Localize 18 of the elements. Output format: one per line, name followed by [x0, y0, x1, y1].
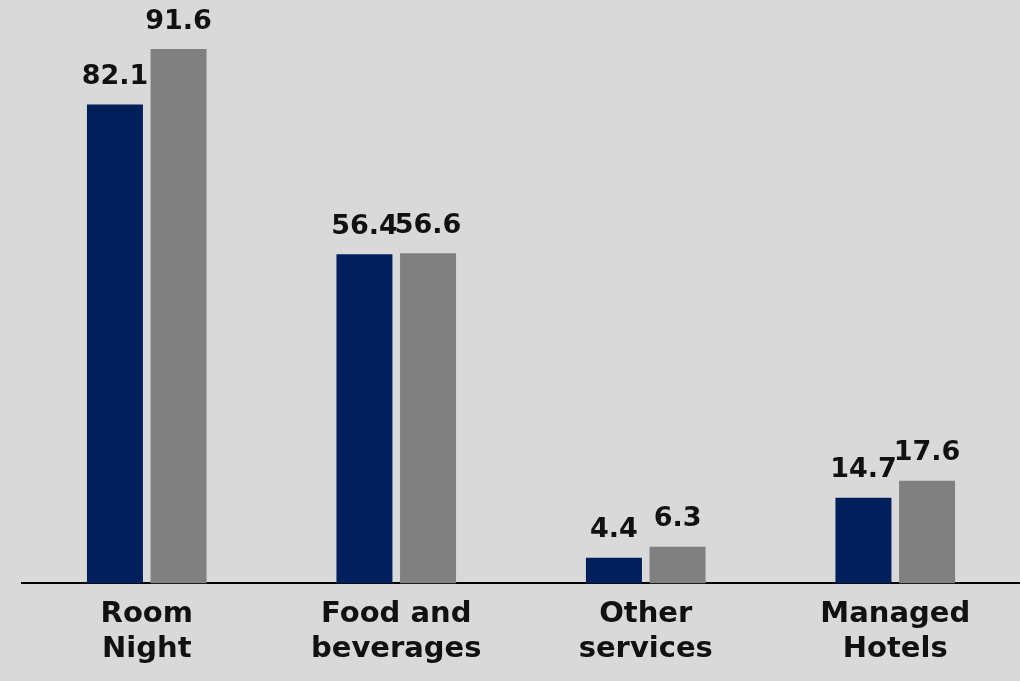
- bar: [835, 497, 892, 584]
- data-label: 4.4: [590, 512, 638, 544]
- data-label: 56.4: [331, 208, 398, 240]
- data-label: 14.7: [830, 452, 897, 484]
- bar: [899, 480, 956, 584]
- x-tick-label: Food and beverages: [310, 595, 482, 665]
- data-label: 82.1: [81, 58, 149, 90]
- x-tick-label: Managed Hotels: [820, 595, 971, 665]
- x-tick-label: Other services: [578, 595, 713, 665]
- bar: [336, 254, 393, 584]
- bar: [150, 49, 207, 584]
- bar: [585, 557, 642, 584]
- data-label: 91.6: [145, 3, 212, 35]
- bar: [86, 104, 143, 584]
- x-tick-label: Room Night: [100, 595, 193, 665]
- bar: [400, 253, 457, 584]
- bar: [649, 546, 706, 584]
- data-label: 6.3: [653, 501, 702, 533]
